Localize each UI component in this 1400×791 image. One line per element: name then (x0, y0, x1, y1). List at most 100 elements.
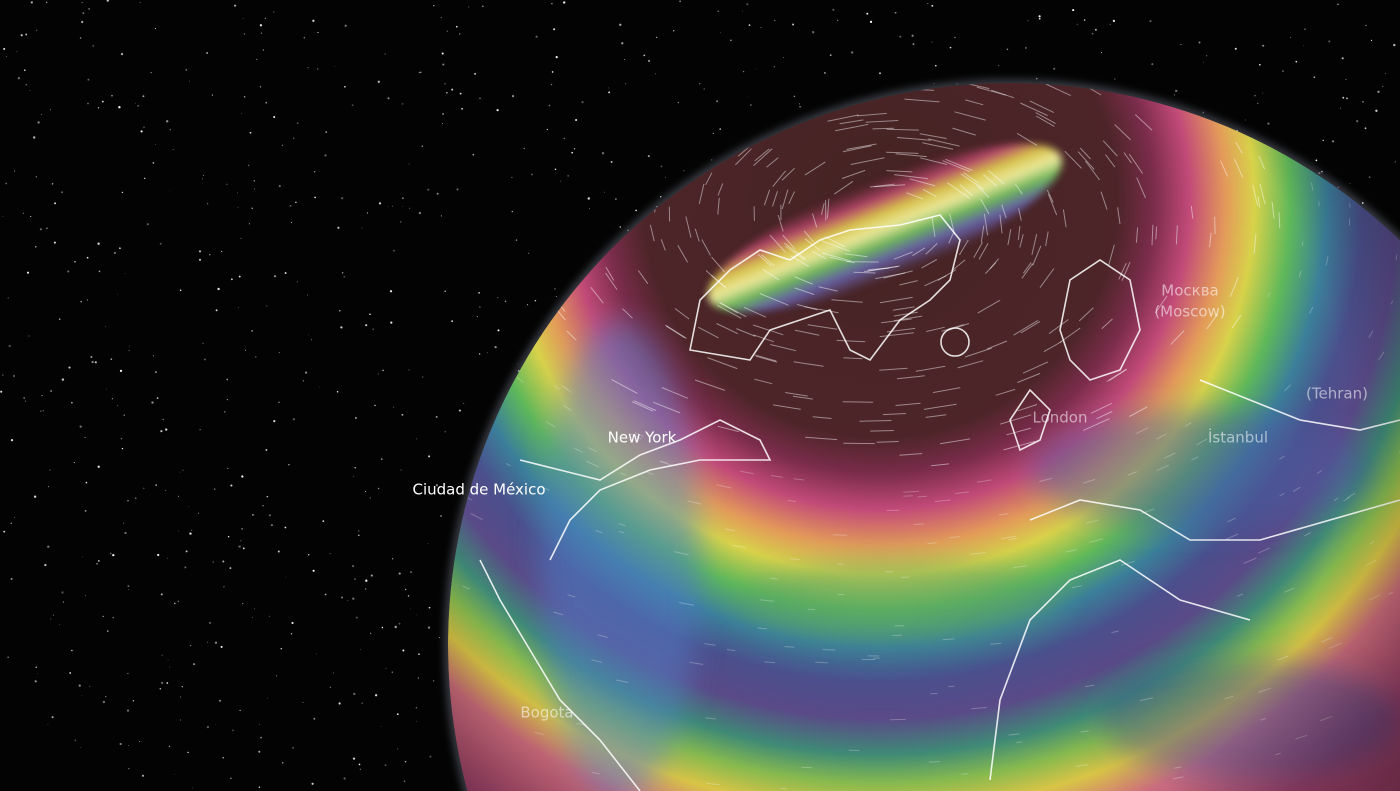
star (169, 666, 171, 668)
star (8, 344, 11, 348)
star (110, 358, 113, 360)
star (1375, 109, 1378, 112)
star (234, 4, 237, 7)
star (555, 56, 558, 59)
star (241, 112, 243, 114)
star (105, 325, 106, 327)
star (302, 380, 304, 382)
star (1290, 37, 1291, 38)
star (307, 67, 309, 69)
star (1234, 47, 1237, 50)
star (1331, 140, 1335, 143)
star (179, 289, 182, 292)
star (169, 190, 171, 192)
star (324, 154, 327, 157)
star (35, 666, 37, 668)
star (1340, 107, 1341, 109)
star (124, 531, 127, 535)
star (251, 513, 254, 516)
star (143, 487, 145, 489)
star (1356, 120, 1359, 123)
star (866, 12, 869, 15)
star (451, 88, 454, 91)
star (894, 11, 897, 14)
star (82, 12, 85, 15)
star (322, 520, 325, 522)
star (1027, 20, 1029, 22)
star (17, 77, 21, 80)
star (67, 270, 70, 273)
star (188, 80, 191, 82)
star (623, 58, 625, 60)
star (242, 547, 245, 550)
star (441, 52, 444, 55)
star (84, 509, 87, 512)
star (317, 31, 319, 34)
star (51, 716, 54, 719)
star (401, 413, 404, 416)
star (87, 78, 90, 81)
star (1112, 19, 1116, 23)
star (237, 545, 239, 547)
star (433, 680, 435, 682)
star (289, 204, 292, 207)
star (1262, 44, 1265, 47)
star (647, 155, 650, 158)
star (417, 677, 419, 679)
star (140, 130, 143, 133)
star (325, 131, 328, 134)
star (30, 215, 32, 218)
star (615, 198, 617, 200)
star (410, 608, 411, 610)
star (143, 126, 145, 128)
star (278, 352, 280, 353)
star (254, 356, 257, 358)
star (380, 458, 383, 460)
star (124, 273, 126, 274)
star (601, 152, 605, 155)
star (749, 104, 752, 106)
star (385, 668, 387, 669)
star (355, 616, 358, 619)
star (268, 514, 271, 517)
star (338, 702, 341, 705)
star (337, 226, 340, 229)
star (773, 66, 775, 68)
star (292, 418, 296, 421)
star (161, 654, 163, 656)
star (1094, 28, 1097, 31)
star (97, 465, 100, 468)
star (647, 59, 651, 63)
star (152, 162, 155, 164)
star (608, 91, 610, 94)
star (139, 741, 141, 743)
star (344, 85, 346, 88)
star (343, 275, 346, 278)
star (231, 278, 233, 281)
city-label: (Tehran) (1306, 385, 1368, 403)
star (421, 376, 424, 378)
star (71, 401, 73, 404)
star (120, 52, 124, 56)
star (118, 106, 121, 109)
star (180, 696, 182, 698)
star (155, 28, 156, 29)
star (404, 760, 407, 763)
star (184, 566, 187, 569)
star (389, 290, 393, 293)
star (832, 8, 835, 11)
star (573, 148, 576, 150)
star (546, 128, 548, 131)
star (202, 178, 204, 180)
star (433, 5, 435, 7)
star (1321, 170, 1323, 173)
star (226, 183, 228, 185)
star (511, 210, 513, 213)
star (711, 159, 713, 161)
star (527, 304, 529, 306)
star (232, 729, 234, 732)
star (415, 438, 417, 440)
star (312, 19, 315, 22)
star (80, 747, 82, 749)
star (679, 0, 682, 3)
